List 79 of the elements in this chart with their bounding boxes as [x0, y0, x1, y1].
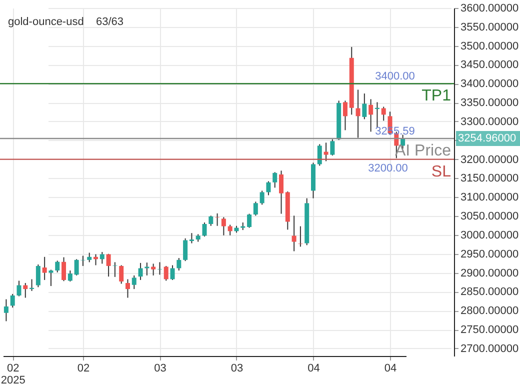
candlestick: [132, 274, 136, 290]
candlestick: [221, 216, 226, 236]
y-tick-label: 3350.00000: [460, 97, 519, 110]
candlestick: [164, 265, 168, 282]
y-tick-label: 3150.00000: [460, 172, 519, 185]
candlestick: [228, 224, 232, 236]
y-tick-label: 2800.00000: [460, 305, 519, 318]
candlestick: [324, 142, 328, 162]
candlestick: [16, 280, 22, 297]
candlestick: [55, 260, 60, 273]
candlestick: [138, 262, 143, 280]
candlestick: [157, 262, 162, 276]
candlestick: [4, 298, 8, 322]
text: 3254.96000: [458, 132, 516, 145]
y-tick-label: 3000.00000: [460, 229, 519, 242]
candlestick: [368, 98, 374, 132]
candlestick: [62, 256, 66, 282]
candlestick: [30, 278, 34, 292]
candlestick: [279, 170, 284, 214]
candlestick: [10, 293, 15, 308]
y-tick-label: 2850.00000: [460, 286, 519, 298]
candlestick: [247, 213, 252, 228]
ref-line-label: SL: [431, 163, 452, 180]
y-tick-label: 3450.00000: [460, 59, 519, 72]
candlestick: [374, 102, 380, 128]
annotation: 3400.00: [375, 70, 415, 83]
x-tick-label: 04: [308, 362, 320, 374]
y-tick-label: 3050.00000: [460, 210, 519, 223]
candlestick: [42, 256, 47, 280]
candlestick: [23, 282, 28, 298]
candlestick: [100, 251, 104, 264]
candlestick: [356, 89, 360, 138]
candlestick: [125, 278, 130, 298]
candlestick: [215, 212, 220, 226]
y-tick-label: 3550.00000: [460, 21, 519, 34]
y-tick-label: 3400.00000: [460, 78, 519, 90]
x-tick-label: 02 2025: [0, 362, 26, 386]
candlestick: [330, 138, 335, 156]
candlestick: [208, 215, 214, 226]
y-tick-label: 2750.00000: [460, 324, 519, 336]
ref-line-label: TP1: [422, 88, 452, 105]
candlestick: [266, 180, 271, 196]
x-tick-label: 04: [384, 362, 397, 374]
candlestick: [144, 262, 150, 276]
text: 63/63: [96, 16, 124, 28]
candlestick: [151, 263, 156, 276]
x-tick-label: 02: [77, 362, 90, 374]
candlestick: [48, 269, 54, 287]
y-tick-label: 3200.00000: [460, 154, 519, 166]
candlestick: [202, 222, 207, 237]
x-tick-label: 03: [230, 362, 244, 374]
y-tick-label: 3500.00000: [460, 40, 519, 52]
candlestick: [170, 264, 175, 280]
candlestick: [87, 252, 92, 263]
candlestick: [362, 92, 367, 120]
y-tick-label: 3300.00000: [460, 116, 519, 128]
y-tick-label: 3600.00000: [460, 2, 519, 14]
y-tick-label: 3100.00000: [460, 192, 519, 204]
y-tick-label: 2900.00000: [460, 267, 519, 280]
annotation: 3200.00: [368, 162, 408, 174]
candlestick: [342, 100, 348, 131]
y-tick-label: 2700.00000: [460, 342, 519, 355]
text: gold-ounce-usd: [8, 16, 84, 28]
candlestick: [253, 201, 258, 216]
x-tick-label: 03: [154, 362, 166, 374]
candlestick: [183, 238, 188, 262]
y-tick-label: 2950.00000: [460, 248, 519, 260]
candlestick: [119, 264, 124, 284]
candlestick: [272, 172, 278, 188]
candlestick: [68, 270, 72, 282]
candlestick: [36, 264, 40, 288]
candlestick: [106, 253, 111, 278]
candlestick: [176, 258, 182, 272]
candlestick: [298, 226, 303, 248]
candlestick: [189, 232, 194, 244]
candlestick: [381, 106, 386, 122]
candlestick: [260, 190, 264, 206]
candlestick: [292, 215, 296, 252]
candlestick: [112, 262, 118, 278]
